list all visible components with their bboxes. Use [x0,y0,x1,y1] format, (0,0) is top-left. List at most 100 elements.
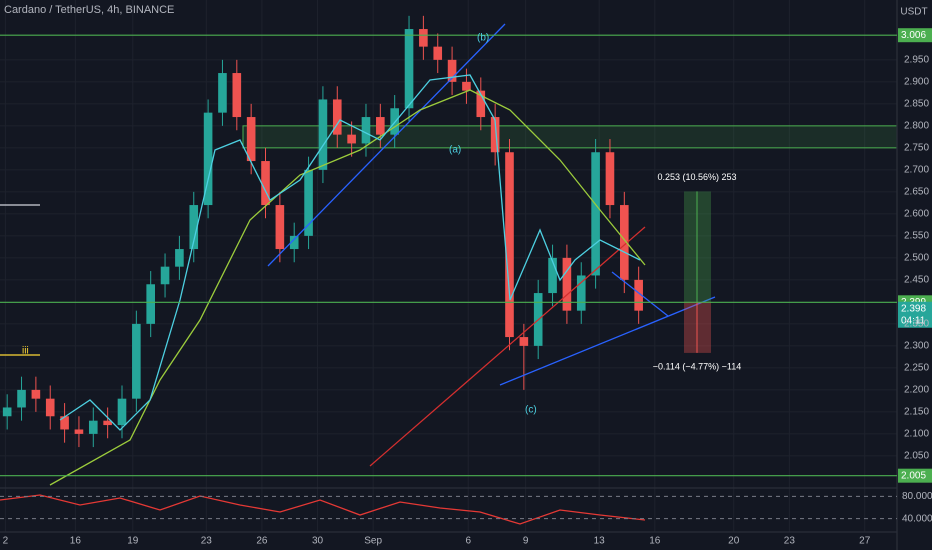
x-tick-label: 26 [256,536,268,547]
candle-body [246,117,256,162]
candle-body [505,152,514,338]
candle-body [232,73,242,118]
wave-label: (a) [449,145,461,156]
wave-label: (b) [477,33,489,44]
y-tick-label: 2.700 [904,164,929,175]
y-tick-label: 2.100 [904,429,929,440]
y-tick-label: 2.150 [904,407,929,418]
trend-line [499,296,716,386]
moving-average [59,74,641,431]
candle-body [189,205,199,250]
candle-body [218,73,227,113]
last-price: 2.398 [901,303,926,314]
x-tick-label: 20 [728,536,740,547]
position-target-label: 0.253 (10.56%) 253 [657,172,736,182]
x-tick-label: 30 [312,536,324,547]
candle-body [433,46,443,60]
x-tick-label: 2 [3,536,9,547]
y-tick-label: 2.750 [904,142,929,153]
candle-body [620,205,629,280]
countdown: 04:11 [901,315,926,326]
y-tick-label: 2.300 [904,341,929,352]
y-tick-label: 2.600 [904,208,929,219]
candle-body [562,257,572,311]
chart-title: Cardano / TetherUS, 4h, BINANCE [4,4,174,16]
candle-body [2,407,12,417]
y-tick-label: 2.900 [904,76,929,87]
candle-body [548,257,557,294]
drawings [0,0,898,550]
candle-body [88,420,98,434]
candle-body [289,235,299,250]
y-tick-label: 2.250 [904,363,929,374]
x-tick-label: 27 [859,536,871,547]
y-tick-label: 2.050 [904,451,929,462]
candle-body [591,152,600,276]
candle-body [490,117,500,153]
candle-body [146,284,156,324]
x-tick-label: 23 [201,536,213,547]
candle-body [103,420,112,426]
oscillator-tick-label: 40.000 [902,513,932,524]
moving-average [369,226,646,467]
x-tick-label: 19 [127,536,139,547]
candle-body [447,59,457,82]
candle-body [175,249,184,267]
y-tick-label: 2.850 [904,98,929,109]
y-tick-label: 2.450 [904,275,929,286]
x-tick-label: 9 [523,536,529,547]
moving-average [49,89,646,486]
candle-body [45,398,55,417]
candle-body [318,99,328,170]
y-tick-label: 2.950 [904,54,929,65]
x-tick-label: Sep [364,536,382,547]
candle-body [576,275,586,311]
trend-line [611,271,669,317]
candle-body [31,389,41,399]
last-price-box [898,301,932,328]
candle-body [17,389,26,408]
candle-body [132,323,141,399]
level-label-box [898,28,932,43]
candle-body [419,29,428,47]
y-tick-label: 2.650 [904,186,929,197]
candle-body [519,337,529,346]
y-tick-label: 2.550 [904,230,929,241]
x-tick-label: 13 [594,536,606,547]
candle-body [332,99,342,135]
oscillator-line [0,494,646,525]
candle-body [203,112,213,206]
candle-body [117,398,127,426]
position-stop-label: −0.114 (−4.77%) −114 [653,361,741,371]
candle-body [261,161,270,206]
candle-body [304,169,313,236]
level-label: 3.006 [901,30,926,41]
y-tick-label: 2.200 [904,385,929,396]
level-label-box [898,468,932,483]
x-tick-label: 6 [465,536,471,547]
candle-body [462,81,471,91]
candle-body [476,90,486,118]
x-tick-label: 16 [649,536,661,547]
y-tick-label: 2.350 [904,319,929,330]
currency: USDT [900,7,927,18]
wave-label: iii [22,346,29,357]
candle-body [347,134,356,144]
y-tick-label: 2.500 [904,253,929,264]
x-tick-label: 16 [70,536,82,547]
candle-body [376,117,385,135]
candle-body [60,416,69,430]
candle-body [275,205,285,250]
oscillator-tick-label: 80.000 [902,491,932,502]
y-tick-label: 2.800 [904,120,929,131]
candle-body [634,279,643,311]
candle-body [361,117,371,144]
candle-body [74,429,84,434]
x-tick-label: 23 [784,536,796,547]
level-label: 2.005 [901,470,926,481]
candle-body [160,266,170,285]
trend-line [267,23,506,267]
